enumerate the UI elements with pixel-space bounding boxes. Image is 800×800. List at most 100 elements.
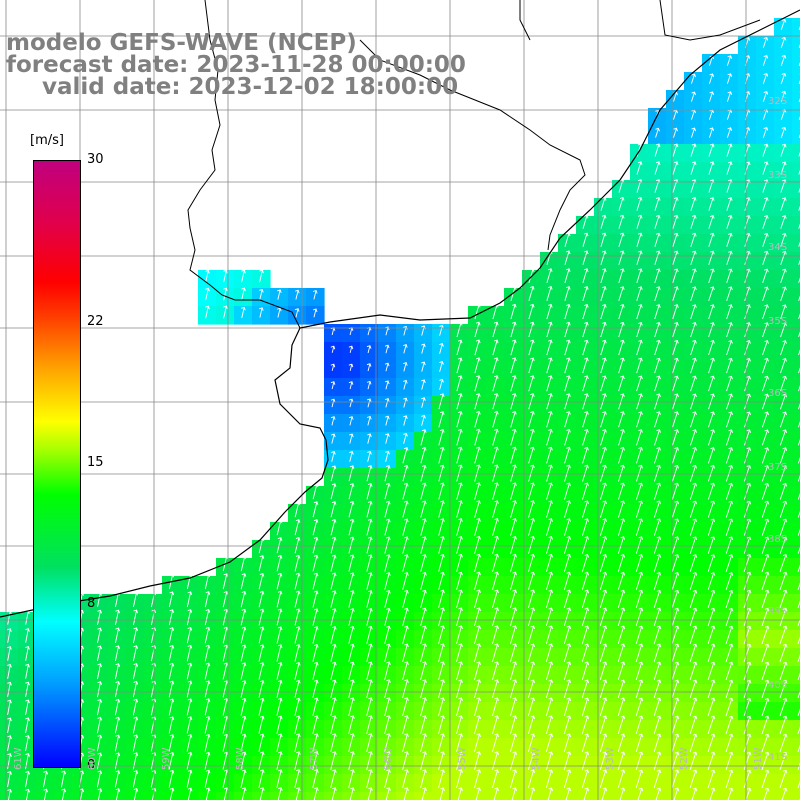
- wind-arrow-head: [187, 698, 193, 703]
- wind-cell: [432, 522, 451, 541]
- wind-arrow: [654, 161, 660, 175]
- wind-arrow-head: [7, 646, 12, 650]
- wind-cell: [684, 180, 703, 199]
- wind-arrow-head: [458, 518, 463, 522]
- wind-arrow-head: [548, 571, 554, 576]
- wind-arrow: [744, 233, 750, 247]
- wind-cell: [414, 558, 433, 577]
- wind-arrow-head: [512, 769, 518, 774]
- wind-arrow-head: [530, 733, 536, 738]
- wind-arrow: [241, 307, 245, 318]
- wind-arrow-head: [764, 536, 770, 541]
- wind-cell: [774, 180, 793, 199]
- wind-arrow-head: [512, 535, 517, 540]
- wind-arrow: [564, 304, 570, 320]
- wind-arrow-head: [476, 375, 481, 379]
- wind-arrow-head: [710, 357, 715, 362]
- wind-cell: [594, 576, 613, 595]
- wind-arrow-head: [476, 393, 481, 397]
- wind-cell: [126, 774, 145, 793]
- wind-arrow: [528, 304, 534, 320]
- wind-arrow-head: [169, 680, 175, 685]
- wind-arrow-head: [440, 679, 445, 684]
- wind-arrow: [222, 698, 228, 716]
- wind-arrow: [779, 429, 787, 446]
- wind-arrow-head: [746, 411, 751, 416]
- wind-arrow: [618, 197, 624, 211]
- wind-arrow-head: [602, 607, 608, 612]
- wind-cell: [540, 396, 559, 415]
- wind-cell: [666, 378, 685, 397]
- wind-arrow-head: [620, 268, 625, 273]
- wind-arrow-head: [223, 269, 228, 274]
- wind-arrow: [744, 251, 750, 265]
- wind-cell: [0, 648, 19, 667]
- wind-arrow-head: [25, 770, 30, 775]
- wind-cell: [90, 684, 109, 703]
- wind-arrow-head: [548, 446, 553, 451]
- wind-arrow-head: [241, 715, 247, 720]
- wind-arrow: [510, 536, 516, 554]
- wind-cell: [414, 468, 433, 487]
- wind-cell: [378, 756, 397, 775]
- wind-arrow-head: [7, 753, 12, 757]
- wind-arrow: [725, 518, 733, 536]
- wind-cell: [648, 702, 667, 721]
- wind-cell: [486, 396, 505, 415]
- wind-cell: [0, 756, 19, 775]
- wind-arrow-head: [638, 464, 643, 469]
- wind-arrow: [420, 679, 426, 699]
- wind-arrow: [636, 286, 642, 302]
- wind-cell: [630, 612, 649, 631]
- wind-arrow-head: [566, 625, 572, 630]
- wind-arrow: [492, 715, 498, 735]
- wind-cell: [378, 666, 397, 685]
- wind-cell: [504, 756, 523, 775]
- wind-arrow: [276, 716, 282, 734]
- wind-arrow-head: [404, 572, 409, 576]
- wind-arrow: [402, 483, 408, 500]
- wind-arrow: [761, 483, 769, 500]
- wind-arrow: [797, 439, 800, 446]
- wind-cell: [306, 576, 325, 595]
- wind-arrow-head: [566, 751, 572, 756]
- wind-arrow-head: [295, 608, 301, 613]
- wind-cell: [612, 360, 631, 379]
- wind-cell: [468, 756, 487, 775]
- wind-cell: [558, 540, 577, 559]
- wind-arrow: [617, 733, 625, 753]
- wind-cell: [792, 774, 800, 793]
- wind-cell: [468, 684, 487, 703]
- wind-cell: [558, 432, 577, 451]
- wind-arrow-head: [674, 250, 679, 255]
- wind-arrow: [474, 751, 480, 771]
- wind-arrow: [636, 375, 642, 392]
- wind-cell: [702, 432, 721, 451]
- wind-arrow-head: [746, 751, 752, 756]
- wind-arrow-head: [367, 554, 373, 559]
- longitude-label: 51W: [753, 747, 764, 770]
- wind-arrow-head: [566, 715, 572, 720]
- wind-cell: [324, 450, 343, 469]
- wind-arrow-head: [710, 787, 716, 792]
- wind-cell: [774, 198, 793, 217]
- wind-arrow: [402, 769, 408, 789]
- wind-arrow-head: [295, 519, 301, 523]
- wind-cell: [684, 270, 703, 289]
- wind-cell: [702, 396, 721, 415]
- wind-arrow: [726, 143, 732, 157]
- wind-cell: [702, 72, 721, 91]
- wind-arrow-head: [746, 679, 752, 684]
- wind-arrow-head: [782, 733, 788, 738]
- wind-arrow: [743, 554, 751, 572]
- wind-arrow: [599, 697, 607, 717]
- wind-cell: [576, 360, 595, 379]
- wind-arrow: [618, 375, 624, 392]
- wind-arrow: [456, 769, 462, 789]
- wind-cell: [324, 504, 343, 523]
- wind-arrow-head: [115, 645, 121, 650]
- wind-cell: [666, 90, 685, 109]
- wind-arrow-head: [638, 286, 643, 290]
- wind-cell: [414, 774, 433, 793]
- wind-arrow: [635, 572, 643, 590]
